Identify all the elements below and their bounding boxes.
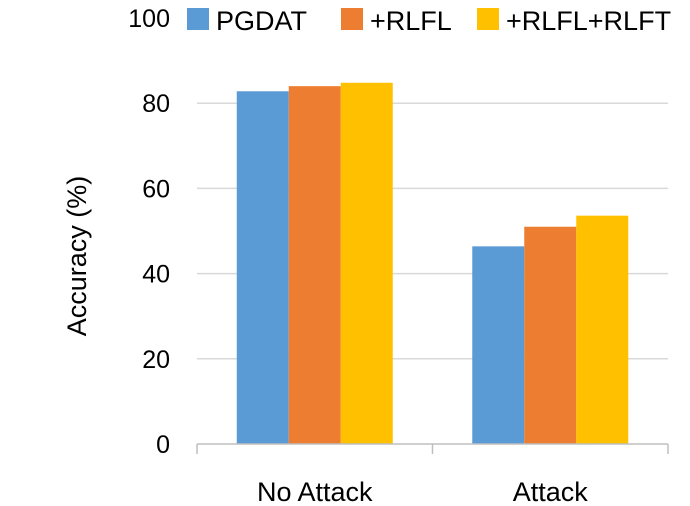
bar-rlfl-no-attack xyxy=(288,86,341,444)
bar-rlfl-rlft-no-attack xyxy=(340,82,393,444)
y-tick-label: 80 xyxy=(142,90,170,118)
y-tick-label: 100 xyxy=(128,5,170,33)
y-tick-label: 60 xyxy=(142,175,170,203)
legend-swatch xyxy=(187,8,209,30)
legend: PGDAT +RLFL +RLFL+RLFT xyxy=(187,6,671,36)
legend-label: +RLFL+RLFT xyxy=(506,6,671,36)
y-axis-title: Accuracy (%) xyxy=(62,176,92,337)
legend-label: +RLFL xyxy=(370,6,452,36)
bars xyxy=(236,82,629,444)
x-category-labels: No Attack Attack xyxy=(257,477,588,506)
axes xyxy=(196,443,669,454)
y-tick-labels: 0 20 40 60 80 100 xyxy=(128,5,170,459)
legend-label: PGDAT xyxy=(216,6,307,36)
bar-rlfl-rlft-attack xyxy=(576,215,629,444)
y-tick-label: 20 xyxy=(142,346,170,374)
legend-swatch xyxy=(341,8,363,30)
y-tick-label: 0 xyxy=(156,431,170,459)
y-tick-label: 40 xyxy=(142,261,170,289)
bar-pgdat-attack xyxy=(472,246,525,444)
bar-rlfl-attack xyxy=(524,226,577,444)
x-category-label: Attack xyxy=(513,477,589,506)
x-category-label: No Attack xyxy=(257,477,373,506)
bar-pgdat-no-attack xyxy=(236,91,289,444)
legend-swatch xyxy=(477,8,499,30)
